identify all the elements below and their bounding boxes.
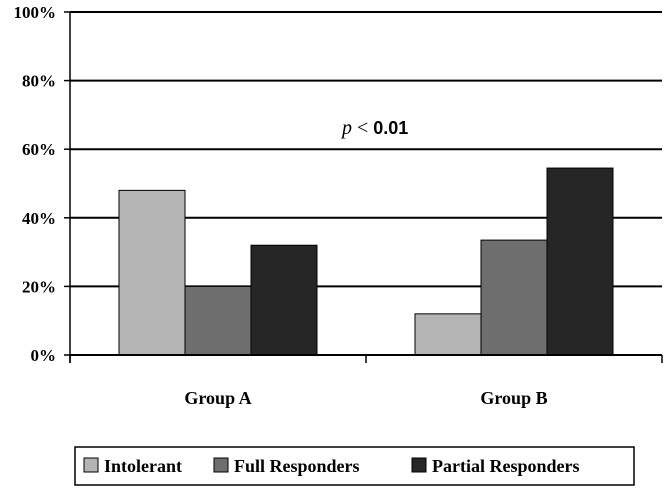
less-than-operator: < xyxy=(352,117,373,139)
bar xyxy=(184,285,252,356)
legend-box xyxy=(74,446,635,486)
category-label: Group A xyxy=(184,388,251,408)
y-tick-label: 0% xyxy=(31,346,57,365)
bar xyxy=(250,244,318,356)
category-label: Group B xyxy=(480,388,547,408)
bar xyxy=(414,313,482,356)
p-value: 0.01 xyxy=(373,118,408,138)
p-value-annotation: p < 0.01 xyxy=(340,117,408,139)
legend-swatch xyxy=(213,457,229,473)
legend-swatch xyxy=(83,457,99,473)
legend: Intolerant Full Responders Partial Respond… xyxy=(74,446,635,486)
y-tick-label: 60% xyxy=(22,140,56,159)
y-tick-label: 80% xyxy=(22,72,56,91)
y-axis-tick-labels: 0% 20% 40% 60% 80% 100% xyxy=(14,3,57,365)
legend-label: Full Responders xyxy=(234,456,360,476)
category-labels: Group A Group B xyxy=(184,388,547,408)
y-tick-label: 40% xyxy=(22,209,56,228)
y-tick-label: 20% xyxy=(22,277,56,296)
legend-label: Intolerant xyxy=(104,456,182,476)
p-symbol: p xyxy=(340,117,352,139)
bar xyxy=(118,189,186,356)
y-tick-label: 100% xyxy=(14,3,57,22)
bar xyxy=(480,239,548,356)
bars xyxy=(118,167,614,356)
x-axis xyxy=(69,354,663,363)
legend-label: Partial Responders xyxy=(432,456,580,476)
bar xyxy=(546,167,614,356)
legend-swatch xyxy=(411,457,427,473)
